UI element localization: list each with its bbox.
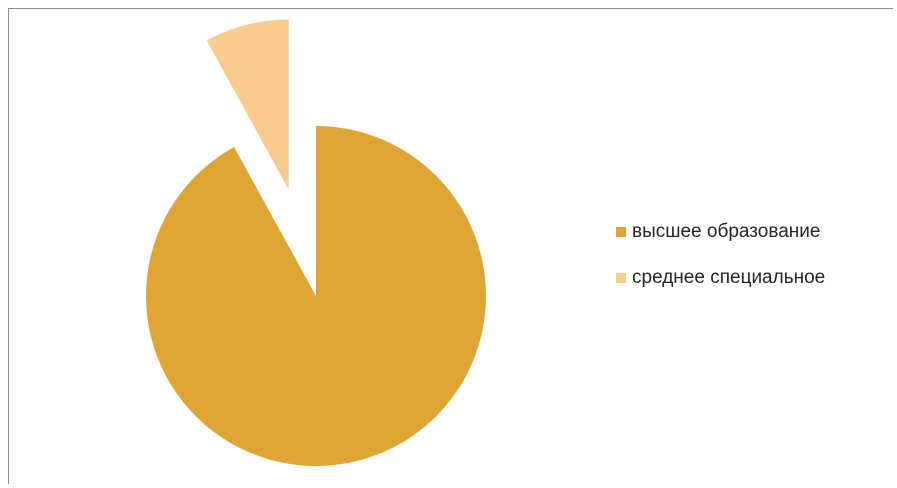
pie-slice xyxy=(206,19,289,190)
legend-item: высшее образование xyxy=(616,219,825,245)
legend-swatch xyxy=(616,227,626,237)
legend-swatch xyxy=(616,273,626,283)
legend: высшее образование среднее специальное xyxy=(616,219,825,311)
legend-label: высшее образование xyxy=(632,221,821,242)
legend-item: среднее специальное xyxy=(616,265,825,291)
pie-slice xyxy=(145,126,486,466)
legend-label: среднее специальное xyxy=(632,267,826,288)
